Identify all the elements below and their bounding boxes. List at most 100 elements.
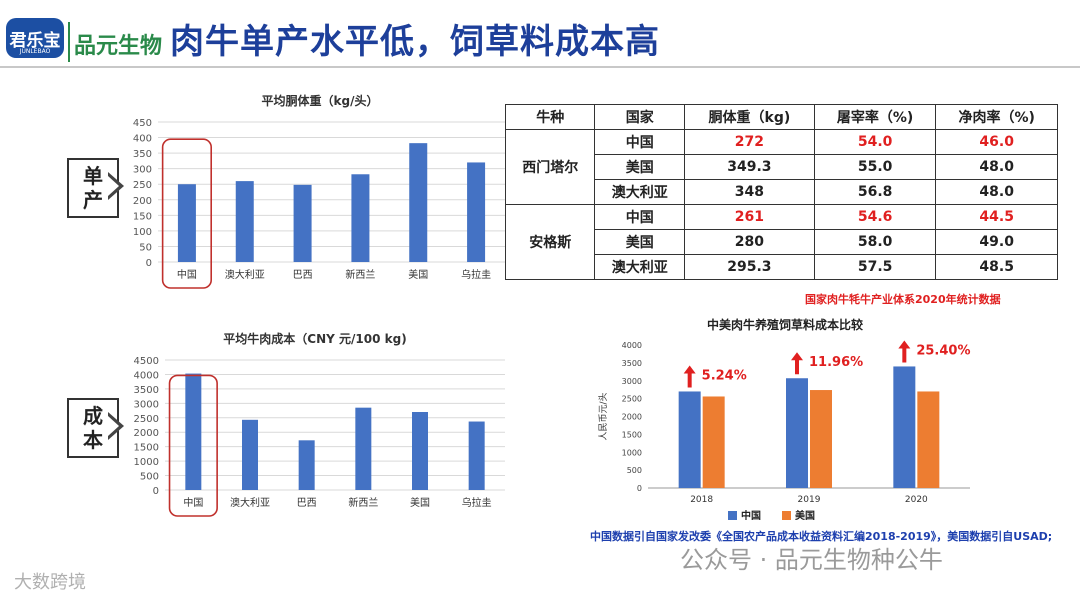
logo-sub-text: JUNLEBAO xyxy=(19,48,51,55)
header-net-meat-rate: 净肉率（%) xyxy=(935,104,1058,130)
legend-swatch xyxy=(728,511,737,520)
cost-arrow-icon xyxy=(108,412,124,440)
value-cell: 49.0 xyxy=(935,229,1058,255)
bar xyxy=(893,366,916,488)
bar xyxy=(810,390,832,488)
y-tick-label: 0 xyxy=(146,258,152,269)
y-axis-label: 人民币元/头 xyxy=(598,392,609,440)
table-row: 澳大利亚 295.3 57.5 48.5 xyxy=(506,254,1058,280)
y-tick-label: 500 xyxy=(627,466,642,475)
value-cell: 349.3 xyxy=(683,154,815,180)
x-tick-label: 澳大利亚 xyxy=(225,268,265,281)
chart-title: 中美肉牛养殖饲草料成本比较 xyxy=(707,317,863,332)
bar xyxy=(242,419,258,490)
y-tick-label: 300 xyxy=(133,165,152,176)
value-cell: 44.5 xyxy=(935,204,1058,230)
value-cell: 58.0 xyxy=(813,229,937,255)
x-tick-label: 2018 xyxy=(690,495,713,505)
y-tick-label: 4500 xyxy=(134,356,159,367)
y-tick-label: 1500 xyxy=(134,443,159,454)
bar xyxy=(702,396,725,488)
x-tick-label: 中国 xyxy=(177,268,197,281)
value-cell: 55.0 xyxy=(813,154,937,180)
beef-cost-chart: 平均牛肉成本（CNY 元/100 kg) 0 500 1000 1500 2000 2500… xyxy=(134,331,505,517)
corner-watermark: 大数跨境 xyxy=(14,572,86,593)
cost-label-char-1: 成 xyxy=(83,404,103,428)
value-cell: 48.0 xyxy=(935,154,1058,180)
country-cell: 澳大利亚 xyxy=(594,179,685,205)
legend-swatch xyxy=(782,511,791,520)
country-cell: 澳大利亚 xyxy=(594,254,685,280)
country-cell: 中国 xyxy=(594,129,685,155)
growth-annotation: 5.24% xyxy=(702,368,747,383)
y-tick-label: 1500 xyxy=(622,430,642,439)
bar xyxy=(185,373,202,490)
yield-label-char-1: 单 xyxy=(83,164,103,188)
country-cell: 美国 xyxy=(594,154,685,180)
x-tick-label: 乌拉圭 xyxy=(461,268,491,281)
logo-divider xyxy=(68,22,70,62)
page-title: 肉牛单产水平低，饲草料成本高 xyxy=(170,22,660,62)
chart-title: 平均牛肉成本（CNY 元/100 kg) xyxy=(223,331,406,346)
chart-source-note: 中国数据引自国家发改委《全国农产品成本收益资料汇编2018-2019》，美国数据… xyxy=(590,530,1053,543)
value-cell: 348 xyxy=(683,179,815,205)
bar xyxy=(298,440,315,490)
y-tick-label: 1000 xyxy=(622,448,642,457)
x-tick-label: 中国 xyxy=(183,496,203,509)
y-tick-label: 1000 xyxy=(134,457,159,468)
x-tick-label: 美国 xyxy=(408,268,428,281)
bar xyxy=(409,143,428,262)
y-tick-label: 3000 xyxy=(134,399,159,410)
value-cell: 295.3 xyxy=(683,254,815,280)
header-country: 国家 xyxy=(594,104,685,130)
y-tick-label: 150 xyxy=(133,211,152,222)
y-tick-label: 450 xyxy=(133,118,152,129)
growth-annotation: 25.40% xyxy=(916,343,970,358)
x-tick-label: 乌拉圭 xyxy=(462,496,492,509)
y-tick-label: 250 xyxy=(133,180,152,191)
y-tick-label: 100 xyxy=(133,227,152,238)
value-cell: 54.0 xyxy=(813,129,937,155)
y-tick-label: 2000 xyxy=(622,413,642,422)
bar xyxy=(468,421,485,490)
table-source-note: 国家肉牛牦牛产业体系2020年统计数据 xyxy=(805,293,1001,306)
bar xyxy=(412,412,428,490)
up-arrow-icon xyxy=(791,352,803,375)
company-logo: 君乐宝 JUNLEBAO xyxy=(6,18,64,58)
bar xyxy=(467,162,486,262)
value-cell: 48.0 xyxy=(935,179,1058,205)
y-tick-label: 2000 xyxy=(134,428,159,439)
value-cell: 48.5 xyxy=(935,254,1058,280)
breed-cell: 安格斯 xyxy=(504,204,596,280)
x-tick-label: 2020 xyxy=(905,495,928,505)
y-tick-label: 4000 xyxy=(622,341,642,350)
y-tick-label: 0 xyxy=(637,484,642,493)
value-cell: 46.0 xyxy=(935,129,1058,155)
y-tick-label: 3500 xyxy=(134,385,159,396)
x-tick-label: 美国 xyxy=(410,496,430,509)
carcass-weight-chart: 平均胴体重（kg/头） 0 50 100 150 200 250 300 350 400 450 中国… xyxy=(133,93,505,289)
value-cell: 57.5 xyxy=(813,254,937,280)
table-row: 西门塔尔 中国 272 54.0 46.0 xyxy=(504,129,1058,205)
yield-arrow-icon xyxy=(108,172,124,200)
y-tick-label: 2500 xyxy=(134,414,159,425)
legend-label: 美国 xyxy=(795,509,815,522)
bar xyxy=(235,181,254,262)
table-row: 澳大利亚 348 56.8 48.0 xyxy=(506,179,1058,205)
bar xyxy=(917,391,940,488)
y-tick-label: 3000 xyxy=(622,377,642,386)
logo-main-text: 君乐宝 xyxy=(9,30,61,51)
value-cell: 261 xyxy=(683,204,815,230)
y-tick-label: 50 xyxy=(139,242,152,253)
highlight-frame xyxy=(168,374,218,517)
y-tick-label: 3500 xyxy=(622,359,642,368)
bar xyxy=(351,174,370,262)
header-dressing-rate: 屠宰率（%) xyxy=(813,104,937,130)
yield-label-char-2: 产 xyxy=(83,188,103,212)
table-header-row: 牛种 国家 胴体重（kg) 屠宰率（%) 净肉率（%) xyxy=(504,104,1058,130)
y-tick-label: 200 xyxy=(133,196,152,207)
x-tick-label: 巴西 xyxy=(293,269,313,281)
value-cell: 54.6 xyxy=(813,204,937,230)
bar xyxy=(786,378,808,488)
feed-cost-comparison-chart: 中美肉牛养殖饲草料成本比较 0 500 1000 1500 2000 2500 3000 350… xyxy=(598,317,970,522)
